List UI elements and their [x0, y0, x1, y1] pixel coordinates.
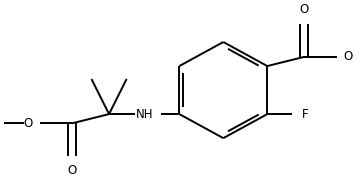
Text: O: O — [67, 164, 76, 177]
Text: NH: NH — [136, 108, 153, 121]
Text: O: O — [24, 117, 33, 130]
Text: F: F — [302, 108, 308, 121]
Text: O: O — [343, 50, 353, 63]
Text: O: O — [300, 3, 309, 16]
